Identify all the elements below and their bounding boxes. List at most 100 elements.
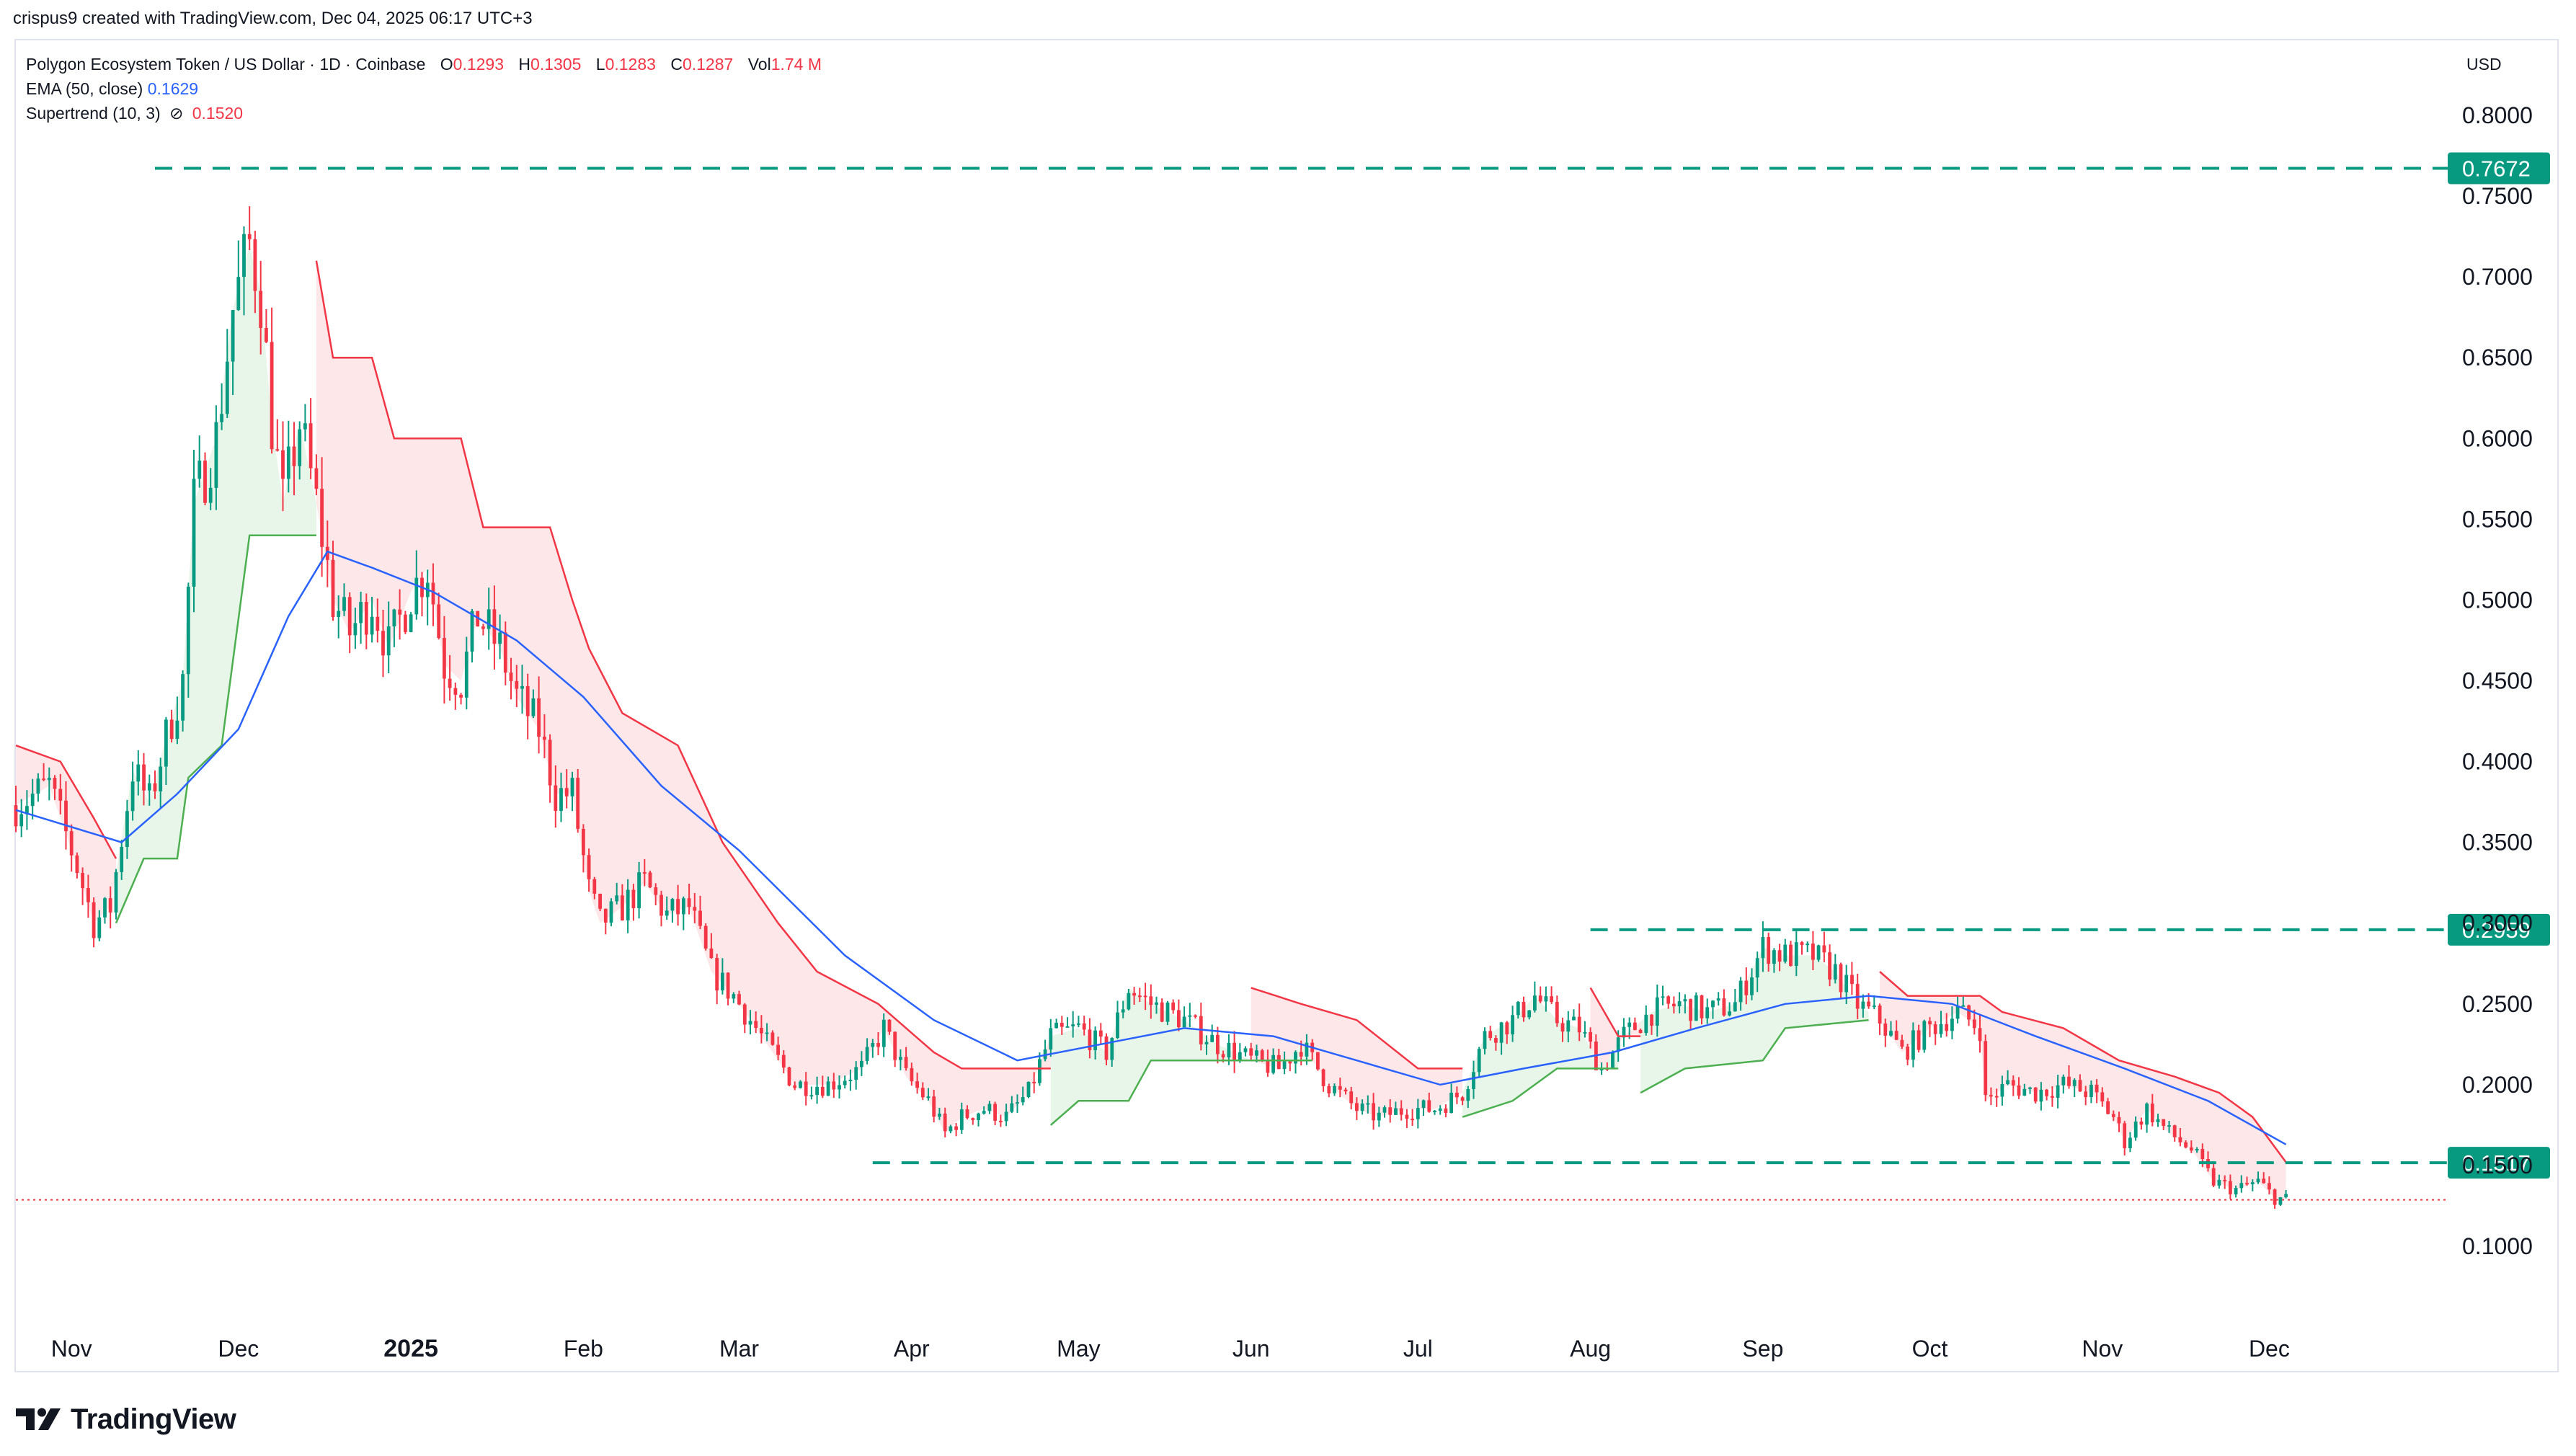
candle-down (693, 907, 697, 911)
candle-up (977, 1113, 980, 1120)
tradingview-logo[interactable]: TradingView (16, 1401, 236, 1437)
legend-supertrend-row[interactable]: Supertrend (10, 3) ⊘ 0.1520 (26, 101, 822, 125)
candle-up (159, 766, 163, 791)
candle-up (1377, 1112, 1381, 1121)
candle-down (582, 829, 585, 856)
candle-up (1705, 1007, 1710, 1018)
candle-up (1010, 1103, 1014, 1112)
legend-ema-row[interactable]: EMA (50, close) 0.1629 (26, 76, 822, 101)
candle-down (1321, 1069, 1325, 1086)
candle-down (314, 468, 319, 489)
candle-up (1360, 1104, 1364, 1111)
y-tick-label: 0.1000 (2462, 1233, 2533, 1259)
candle-up (342, 597, 346, 611)
currency-label[interactable]: USD (2466, 55, 2502, 74)
candle-up (186, 586, 190, 675)
supertrend-line-down (1251, 987, 1463, 1070)
candle-down (793, 1085, 797, 1088)
candle-down (1538, 995, 1542, 1002)
candle-down (2273, 1189, 2277, 1205)
candle-up (231, 310, 235, 362)
candle-up (1655, 997, 1659, 1026)
candle-up (409, 614, 413, 632)
candle-down (481, 626, 485, 629)
candle-down (2178, 1137, 2182, 1142)
candle-down (598, 893, 602, 909)
candle-up (1433, 1111, 1436, 1112)
candle-up (1305, 1042, 1309, 1057)
candle-up (949, 1126, 953, 1132)
candle-down (525, 685, 530, 716)
candle-down (142, 764, 146, 791)
candle-down (281, 450, 285, 479)
candle-up (881, 1019, 886, 1047)
candle-down (2211, 1168, 2216, 1186)
candle-up (2006, 1080, 2009, 1084)
candle-down (576, 778, 580, 829)
candle-down (1399, 1108, 1403, 1115)
candle-up (570, 778, 574, 796)
candle-up (242, 234, 246, 278)
chart-frame (14, 39, 2559, 1372)
level-tag-bg (2448, 152, 2550, 185)
candle-down (642, 872, 647, 874)
candle-down (1104, 1036, 1109, 1060)
candle-down (331, 559, 335, 617)
symbol-title[interactable]: Polygon Ecosystem Token / US Dollar · 1D… (26, 55, 426, 74)
candle-down (2150, 1104, 2154, 1122)
candle-down (893, 1031, 897, 1060)
candle-up (19, 814, 24, 827)
candle-up (826, 1081, 830, 1096)
candle-up (1021, 1097, 1025, 1103)
candle-down (787, 1067, 791, 1086)
candle-up (1165, 1002, 1170, 1022)
candle-up (1516, 1002, 1520, 1016)
candle-down (1194, 1015, 1197, 1017)
candle-up (1955, 1006, 1960, 1019)
candle-down (1405, 1114, 1409, 1119)
candle-down (1411, 1119, 1414, 1120)
candle-up (130, 781, 135, 812)
candle-up (838, 1085, 841, 1090)
candle-up (1677, 1001, 1682, 1006)
volume-value: 1.74 M (770, 55, 822, 74)
candle-up (1238, 1052, 1242, 1061)
supertrend-fill-layer (16, 244, 2286, 1199)
candle-up (531, 698, 536, 716)
candle-down (1355, 1103, 1359, 1111)
candle-up (2234, 1188, 2238, 1194)
candle-up (1861, 1001, 1865, 1009)
candle-down (1098, 1030, 1103, 1036)
candle-down (2106, 1101, 2110, 1114)
candle-down (1494, 1038, 1498, 1043)
supertrend-label: Supertrend (10, 3) (26, 104, 161, 123)
candle-up (147, 783, 151, 791)
candle-down (715, 958, 719, 991)
candle-down (1633, 1022, 1637, 1030)
candle-down (1177, 1010, 1181, 1028)
candle-down (726, 972, 730, 999)
candle-up (2278, 1197, 2283, 1205)
chart-legend: Polygon Ecosystem Token / US Dollar · 1D… (26, 52, 822, 125)
candle-up (848, 1079, 853, 1081)
candle-up (1761, 937, 1765, 959)
candle-down (703, 925, 708, 949)
candle-up (498, 632, 502, 644)
candle-up (470, 611, 474, 652)
candle-up (938, 1114, 941, 1117)
supertrend-line-up (1462, 1067, 1619, 1118)
x-tick-label: Dec (2249, 1336, 2290, 1362)
candle-up (359, 602, 363, 623)
candle-down (1978, 1028, 1982, 1042)
candle-down (1138, 995, 1142, 998)
candle-up (1204, 1042, 1209, 1044)
candle-down (1249, 1048, 1253, 1056)
eye-off-icon[interactable]: ⊘ (169, 104, 184, 123)
candle-up (959, 1109, 964, 1130)
candle-up (1438, 1108, 1442, 1111)
candle-up (860, 1060, 863, 1067)
candle-down (1666, 996, 1671, 1004)
supertrend-line-down (1879, 971, 2287, 1163)
level-tag-text: 0.1517 (2462, 1150, 2531, 1176)
